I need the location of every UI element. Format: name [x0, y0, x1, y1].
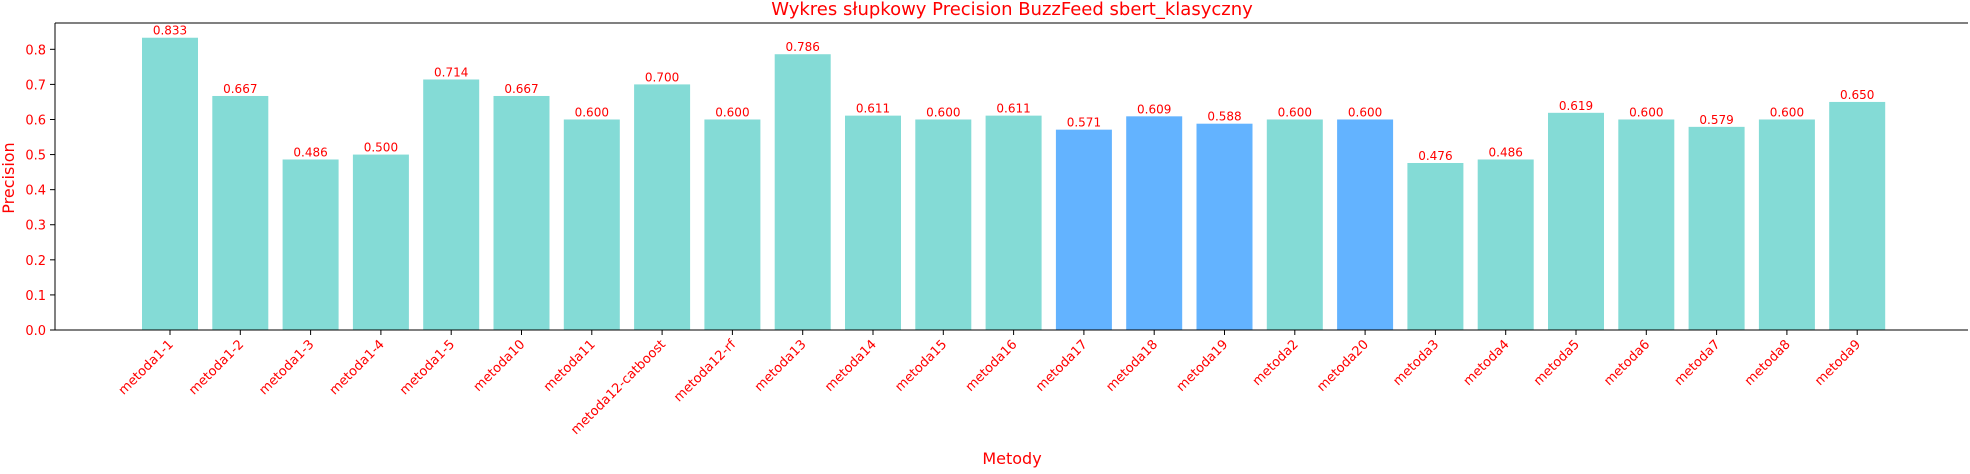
y-tick-label: 0.8 — [25, 43, 46, 58]
value-label-metoda5: 0.619 — [1559, 99, 1593, 113]
bar-metoda3 — [1407, 162, 1464, 330]
x-tick-label-metoda16: metoda16 — [963, 337, 1021, 395]
x-tick-label-metoda14: metoda14 — [822, 337, 880, 395]
x-tick-label-metoda1-5: metoda1-5 — [397, 337, 458, 398]
bar-metoda12-rf — [704, 119, 761, 330]
bar-metoda4 — [1477, 159, 1534, 330]
bar-metoda6 — [1618, 119, 1675, 330]
bar-metoda19 — [1196, 123, 1253, 330]
value-label-metoda3: 0.476 — [1418, 149, 1452, 163]
value-label-metoda20: 0.600 — [1348, 105, 1382, 119]
value-label-metoda14: 0.611 — [856, 102, 890, 116]
x-tick-label-metoda13: metoda13 — [752, 337, 810, 395]
value-label-metoda7: 0.579 — [1699, 113, 1733, 127]
y-tick-label: 0.1 — [25, 289, 46, 304]
x-tick-label-metoda5: metoda5 — [1531, 337, 1583, 389]
bar-metoda15 — [915, 119, 972, 330]
bar-metoda14 — [845, 115, 901, 331]
x-tick-label-metoda10: metoda10 — [471, 337, 529, 395]
chart-title: Wykres słupkowy Precision BuzzFeed sbert… — [771, 0, 1253, 20]
x-tick-label-metoda18: metoda18 — [1103, 337, 1161, 395]
bar-metoda1-5 — [423, 79, 480, 330]
bar-metoda16 — [985, 115, 1042, 331]
x-tick-label-metoda20: metoda20 — [1314, 337, 1372, 395]
y-tick-label: 0.0 — [25, 324, 46, 339]
value-labels: 0.833 0.667 0.486 0.500 0.714 0.667 0.600 0.700… — [153, 24, 1875, 163]
x-tick-label-metoda1-4: metoda1-4 — [327, 337, 388, 398]
value-label-metoda17: 0.571 — [1067, 116, 1101, 130]
value-label-metoda19: 0.588 — [1207, 110, 1241, 124]
x-tick-label-metoda11: metoda11 — [541, 337, 599, 395]
bar-metoda10 — [493, 95, 550, 330]
value-label-metoda1-3: 0.486 — [293, 145, 327, 159]
value-label-metoda1-1: 0.833 — [153, 24, 187, 38]
x-tick-label-metoda17: metoda17 — [1033, 337, 1091, 395]
x-tick-label-metoda4: metoda4 — [1461, 337, 1513, 389]
x-tick-label-metoda1-3: metoda1-3 — [256, 337, 317, 398]
y-axis: 0.0 0.1 0.2 0.3 0.4 0.5 0.6 0.7 0.8 — [25, 43, 55, 339]
value-label-metoda16: 0.611 — [996, 102, 1030, 116]
x-tick-label-metoda7: metoda7 — [1672, 337, 1724, 389]
x-tick-label-metoda19: metoda19 — [1174, 337, 1232, 395]
y-tick-label: 0.6 — [25, 113, 46, 128]
bar-metoda1-3 — [282, 159, 339, 330]
value-label-metoda10: 0.667 — [504, 82, 538, 96]
bar-metoda17 — [1055, 129, 1112, 330]
value-label-metoda1-4: 0.500 — [364, 141, 398, 155]
bar-metoda11 — [563, 119, 620, 330]
x-tick-label-metoda6: metoda6 — [1601, 337, 1653, 389]
bar-metoda7 — [1688, 126, 1745, 330]
value-label-metoda8: 0.600 — [1770, 105, 1804, 119]
value-label-metoda2: 0.600 — [1278, 105, 1312, 119]
value-label-metoda12-catboost: 0.700 — [645, 70, 679, 84]
plot-frame — [54, 22, 1968, 331]
bars — [142, 37, 1886, 331]
value-label-metoda1-5: 0.714 — [434, 65, 468, 79]
y-tick-label: 0.7 — [25, 78, 46, 93]
value-label-metoda13: 0.786 — [786, 40, 820, 54]
bar-metoda20 — [1337, 119, 1394, 330]
x-tick-label-metoda12-rf: metoda12-rf — [671, 337, 739, 405]
y-tick-label: 0.3 — [25, 219, 46, 234]
x-tick-label-metoda8: metoda8 — [1742, 337, 1794, 389]
x-tick-label-metoda3: metoda3 — [1390, 337, 1442, 389]
x-axis-label: Metody — [982, 449, 1041, 468]
bar-metoda1-1 — [142, 37, 198, 331]
value-label-metoda6: 0.600 — [1629, 105, 1663, 119]
value-label-metoda1-2: 0.667 — [223, 82, 257, 96]
value-label-metoda11: 0.600 — [575, 105, 609, 119]
value-label-metoda4: 0.486 — [1489, 145, 1523, 159]
bar-metoda18 — [1126, 116, 1183, 330]
y-tick-label: 0.5 — [25, 149, 46, 164]
bar-metoda12-catboost — [634, 84, 691, 331]
value-label-metoda12-rf: 0.600 — [715, 105, 749, 119]
y-tick-label: 0.4 — [25, 184, 46, 199]
x-tick-label-metoda1-2: metoda1-2 — [186, 337, 247, 398]
x-tick-label-metoda1-1: metoda1-1 — [116, 337, 177, 398]
bar-metoda1-2 — [212, 95, 269, 330]
x-tick-label-metoda15: metoda15 — [893, 337, 951, 395]
x-ticks: metoda1-1 metoda1-2 metoda1-3 metoda1-4 meto… — [116, 330, 1864, 438]
bar-metoda8 — [1758, 119, 1815, 330]
bar-metoda9 — [1829, 101, 1886, 330]
value-label-metoda18: 0.609 — [1137, 102, 1171, 116]
value-label-metoda9: 0.650 — [1840, 88, 1874, 102]
bar-metoda1-4 — [352, 154, 409, 330]
y-axis-label: Precision — [0, 142, 18, 213]
bar-metoda13 — [774, 54, 831, 330]
bar-metoda5 — [1548, 112, 1604, 330]
bar-metoda2 — [1266, 119, 1323, 330]
y-tick-label: 0.2 — [25, 254, 46, 269]
x-tick-label-metoda9: metoda9 — [1812, 337, 1864, 389]
value-label-metoda15: 0.600 — [926, 105, 960, 119]
x-tick-label-metoda2: metoda2 — [1250, 337, 1302, 389]
